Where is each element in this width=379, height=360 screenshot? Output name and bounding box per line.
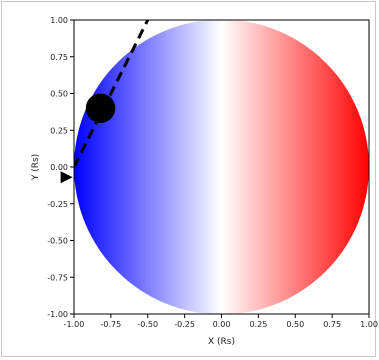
- transit-trajectory: [74, 20, 150, 168]
- x-tick-label: 0.25: [249, 320, 267, 329]
- stellar-disk: [74, 20, 369, 314]
- figure-frame: [1, 1, 376, 357]
- y-tick-label: 0.00: [50, 163, 68, 172]
- planet-disk: [85, 93, 116, 123]
- x-axis-label: X (Rs): [208, 337, 235, 347]
- x-tick-label: 1.00: [360, 320, 378, 329]
- y-tick-label: 1.00: [50, 16, 68, 25]
- x-axis-ticks: -1.00 -0.75 -0.50 -0.25 0.00 0.25 0.50 0.75 1.00: [64, 314, 378, 329]
- y-axis-ticks: 1.00 0.75 0.50 0.25 0.00 -0.25 -0.50 -0.75 -1.00: [47, 16, 74, 319]
- y-tick-label: -1.00: [47, 310, 68, 319]
- trajectory-arrowhead: [60, 171, 73, 184]
- x-tick-label: -0.50: [137, 320, 158, 329]
- x-tick-label: -0.75: [101, 320, 122, 329]
- y-tick-label: 0.75: [50, 53, 68, 62]
- y-tick-label: -0.75: [47, 273, 68, 282]
- x-tick-label: 0.00: [213, 320, 231, 329]
- y-tick-label: 0.25: [50, 126, 68, 135]
- x-tick-label: -0.25: [174, 320, 195, 329]
- y-tick-label: -0.50: [47, 237, 68, 246]
- y-tick-label: -0.25: [47, 200, 68, 209]
- x-tick-label: 0.75: [323, 320, 341, 329]
- y-axis-label: Y (Rs): [31, 154, 41, 181]
- x-tick-label: -1.00: [64, 320, 85, 329]
- y-tick-label: 0.50: [50, 90, 68, 99]
- x-tick-label: 0.50: [286, 320, 304, 329]
